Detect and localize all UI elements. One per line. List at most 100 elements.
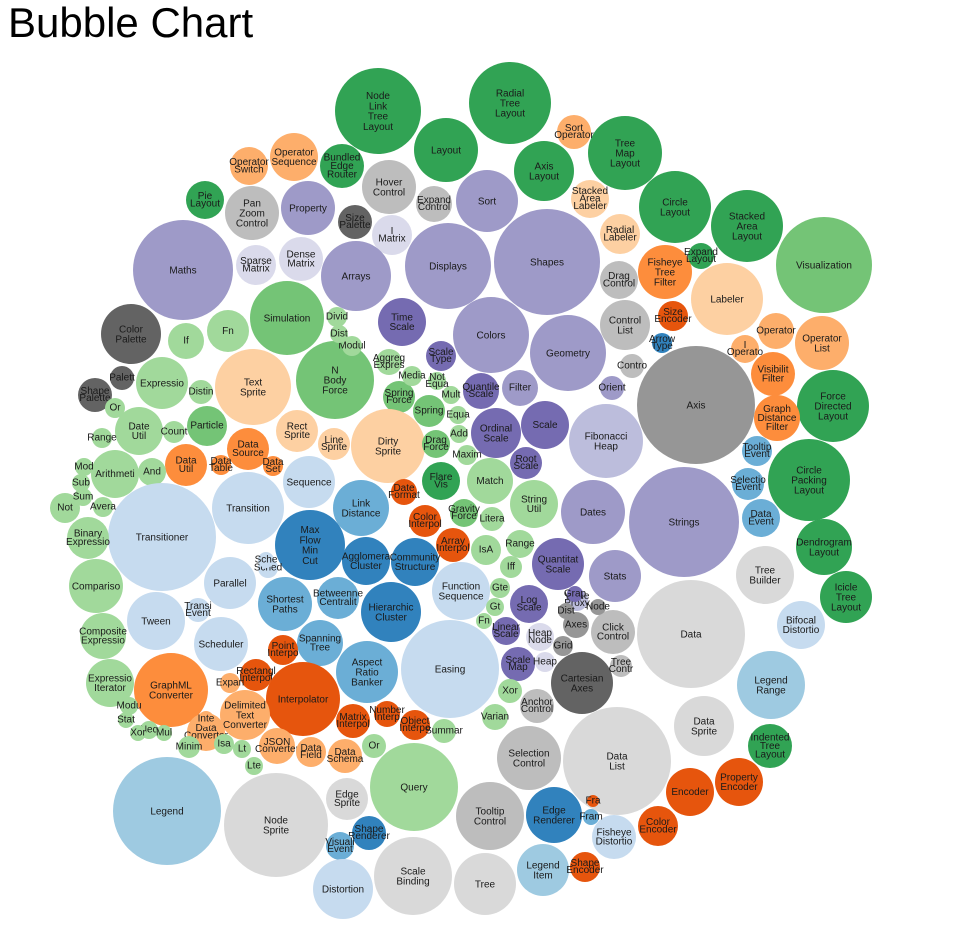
bubble-circle[interactable] xyxy=(402,366,422,386)
bubble[interactable]: Divid xyxy=(326,307,348,327)
bubble-circle[interactable] xyxy=(108,483,216,591)
bubble-circle[interactable] xyxy=(422,430,450,458)
bubble-circle[interactable] xyxy=(178,736,200,758)
bubble[interactable]: Summar xyxy=(425,719,464,743)
bubble[interactable]: Number Interp xyxy=(369,701,405,727)
bubble-circle[interactable] xyxy=(165,444,207,486)
bubble-circle[interactable] xyxy=(163,421,185,443)
bubble-circle[interactable] xyxy=(92,428,112,448)
bubble-circle[interactable] xyxy=(186,598,210,622)
bubble[interactable]: Sort Operator xyxy=(554,115,594,149)
bubble-circle[interactable] xyxy=(383,381,415,413)
bubble-circle[interactable] xyxy=(80,613,126,659)
bubble[interactable]: Cartesian Axes xyxy=(551,652,613,714)
bubble-circle[interactable] xyxy=(589,550,641,602)
bubble-circle[interactable] xyxy=(67,517,109,559)
bubble[interactable]: Contro xyxy=(617,354,647,378)
bubble[interactable]: Data List xyxy=(563,707,671,815)
bubble-circle[interactable] xyxy=(194,617,248,671)
bubble-circle[interactable] xyxy=(326,778,368,820)
bubble-circle[interactable] xyxy=(276,410,318,452)
bubble-circle[interactable] xyxy=(500,556,522,578)
bubble-circle[interactable] xyxy=(561,480,625,544)
bubble[interactable]: Or xyxy=(362,734,386,758)
bubble[interactable]: Avera xyxy=(90,497,116,517)
bubble-circle[interactable] xyxy=(227,428,269,470)
bubble-circle[interactable] xyxy=(330,325,348,343)
bubble[interactable]: Transitioner xyxy=(108,483,216,591)
bubble-circle[interactable] xyxy=(638,806,678,846)
bubble-circle[interactable] xyxy=(138,458,166,486)
bubble[interactable]: Data Source xyxy=(227,428,269,470)
bubble-circle[interactable] xyxy=(416,186,452,222)
bubble[interactable]: Array Interpol xyxy=(436,528,470,562)
bubble[interactable]: Shortest Paths xyxy=(258,577,312,631)
bubble-circle[interactable] xyxy=(370,743,458,831)
bubble-circle[interactable] xyxy=(497,726,561,790)
bubble-circle[interactable] xyxy=(638,245,692,299)
bubble[interactable]: Colors xyxy=(453,297,529,373)
bubble-circle[interactable] xyxy=(510,447,542,479)
bubble[interactable]: Indented Tree Layout xyxy=(748,724,792,768)
bubble-circle[interactable] xyxy=(768,439,850,521)
bubble-circle[interactable] xyxy=(590,599,606,615)
bubble-circle[interactable] xyxy=(86,659,134,707)
bubble[interactable]: Spring xyxy=(413,395,445,427)
bubble-circle[interactable] xyxy=(456,782,524,850)
bubble[interactable]: Dense Matrix xyxy=(279,237,323,281)
bubble-circle[interactable] xyxy=(600,376,624,400)
bubble-circle[interactable] xyxy=(326,832,354,860)
bubble-circle[interactable] xyxy=(321,241,391,311)
bubble-circle[interactable] xyxy=(186,181,224,219)
bubble-circle[interactable] xyxy=(361,582,421,642)
bubble-circle[interactable] xyxy=(426,341,456,371)
bubble[interactable]: Axis xyxy=(637,346,755,464)
bubble-circle[interactable] xyxy=(342,336,362,356)
bubble[interactable]: Layout xyxy=(414,118,478,182)
bubble[interactable]: Hierarchic Cluster xyxy=(361,582,421,642)
bubble-circle[interactable] xyxy=(736,546,794,604)
bubble[interactable]: Expan xyxy=(216,673,244,693)
bubble[interactable]: Bifocal Distortio xyxy=(777,601,825,649)
bubble[interactable]: Scale Map xyxy=(501,647,535,681)
bubble[interactable]: Legend Item xyxy=(517,844,569,896)
bubble[interactable]: Data Schema xyxy=(327,739,364,773)
bubble-circle[interactable] xyxy=(742,436,772,466)
bubble[interactable]: Shapes xyxy=(494,209,600,315)
bubble[interactable]: Operator Sequence xyxy=(270,133,318,181)
bubble[interactable]: Operator Switch xyxy=(229,147,269,185)
bubble[interactable]: Control List xyxy=(600,300,650,350)
bubble-circle[interactable] xyxy=(342,537,390,585)
bubble[interactable]: Simulation xyxy=(250,281,324,355)
bubble[interactable]: Range xyxy=(87,428,117,448)
bubble[interactable]: Gravity Force xyxy=(448,499,480,527)
bubble[interactable]: Selectio Event xyxy=(730,468,766,500)
bubble-circle[interactable] xyxy=(666,768,714,816)
bubble-circle[interactable] xyxy=(532,538,584,590)
bubble-circle[interactable] xyxy=(583,809,599,825)
bubble[interactable]: Data xyxy=(637,580,745,688)
bubble-circle[interactable] xyxy=(296,737,326,767)
bubble-circle[interactable] xyxy=(449,406,467,424)
bubble-circle[interactable] xyxy=(506,530,534,558)
bubble-circle[interactable] xyxy=(204,557,256,609)
bubble-circle[interactable] xyxy=(674,696,734,756)
bubble[interactable]: Transition xyxy=(212,472,284,544)
bubble-circle[interactable] xyxy=(118,712,134,728)
bubble[interactable]: Litera xyxy=(479,507,505,531)
bubble[interactable]: Scale Binding xyxy=(374,837,452,915)
bubble-circle[interactable] xyxy=(456,170,518,232)
bubble-circle[interactable] xyxy=(187,406,227,446)
bubble-circle[interactable] xyxy=(258,577,312,631)
bubble-circle[interactable] xyxy=(535,652,555,672)
bubble[interactable]: Sort xyxy=(456,170,518,232)
bubble[interactable]: Arrays xyxy=(321,241,391,311)
bubble[interactable]: Sequence xyxy=(283,456,335,508)
bubble[interactable]: Bundled Edge Router xyxy=(320,144,364,188)
bubble[interactable]: Range xyxy=(505,530,535,558)
bubble-circle[interactable] xyxy=(567,586,583,602)
bubble-circle[interactable] xyxy=(502,370,538,406)
bubble[interactable]: Line Sprite xyxy=(318,428,350,460)
bubble[interactable]: Radial Tree Layout xyxy=(469,62,551,144)
bubble[interactable]: Radial Labeler xyxy=(600,214,640,254)
